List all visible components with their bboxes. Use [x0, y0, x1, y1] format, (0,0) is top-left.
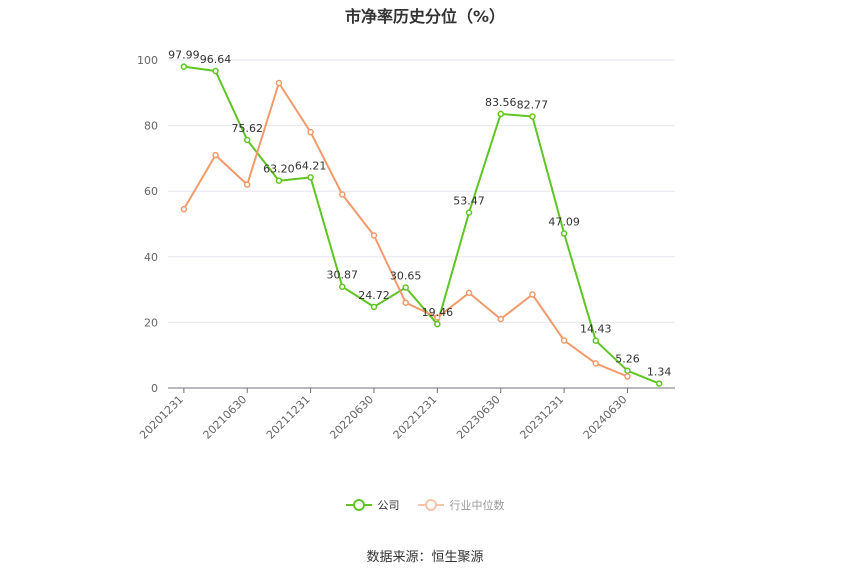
company-data-point: [655, 380, 663, 387]
x-tick-label: 20211231: [264, 393, 313, 442]
company-data-point: [592, 337, 600, 344]
company-data-label: 53.47: [453, 195, 485, 208]
company-data-label: 96.64: [200, 53, 232, 66]
y-tick-label: 40: [144, 251, 158, 264]
company-data-label: 47.09: [548, 216, 580, 229]
x-tick-label: 20210630: [201, 393, 250, 442]
company-data-point: [307, 174, 314, 181]
company-data-label: 30.87: [327, 269, 359, 282]
company-data-label: 30.65: [390, 269, 422, 282]
company-data-label: 83.56: [485, 96, 517, 109]
y-tick-label: 60: [144, 185, 158, 198]
y-tick-label: 0: [151, 382, 158, 395]
legend-item-company[interactable]: 公司: [345, 497, 400, 513]
industry-data-point: [529, 291, 536, 298]
industry-data-point: [212, 151, 219, 159]
x-tick-label: 20230630: [454, 393, 503, 442]
industry-data-point: [560, 337, 568, 344]
grid-lines: [168, 59, 675, 323]
company-data-point: [370, 303, 378, 311]
industry-data-point: [465, 289, 473, 297]
data-labels: 97.99 96.64 75.62 63.20 64.21 30.87 24.7230.65…: [168, 49, 671, 379]
company-data-label: 82.77: [517, 99, 549, 112]
company-data-label: 75.62: [231, 122, 263, 135]
industry-data-point: [339, 191, 346, 198]
company-data-point: [212, 67, 219, 75]
company-data-point: [624, 367, 631, 374]
industry-data-point: [434, 314, 441, 321]
company-data-label: 19.46: [422, 306, 454, 319]
legend-label-company: 公司: [377, 499, 400, 512]
company-data-point: [529, 113, 536, 120]
x-tick-label: 20231231: [517, 393, 566, 442]
company-data-label: 5.26: [615, 353, 640, 366]
company-data-label: 63.20: [263, 163, 295, 176]
legend-item-industry-median[interactable]: 行业中位数: [417, 497, 505, 513]
company-data-label: 97.99: [168, 49, 200, 62]
legend-label-industry-median: 行业中位数: [449, 499, 505, 512]
series-layer: [180, 63, 663, 387]
legend-line-icon-company: [345, 498, 372, 512]
chart-title: 市净率历史分位（%）: [344, 7, 506, 26]
company-data-point: [339, 283, 346, 290]
company-series-line: [183, 65, 660, 385]
y-tick-label: 20: [144, 316, 158, 329]
source-note: 数据来源：恒生聚源: [366, 550, 484, 565]
industry-data-point: [180, 205, 188, 213]
company-data-label: 24.72: [358, 289, 390, 302]
legend: 公司 行业中位数: [0, 497, 850, 513]
y-tick-label: 80: [144, 120, 158, 133]
company-data-point: [402, 284, 409, 291]
industry-data-point: [497, 315, 504, 323]
x-tick-label: 20221231: [391, 393, 440, 442]
x-tick-label: 20240630: [581, 393, 630, 442]
company-data-point: [434, 320, 441, 328]
y-tick-label: 100: [137, 54, 158, 67]
x-tick-label: 20201231: [137, 393, 186, 442]
company-data-point: [243, 136, 251, 144]
company-data-point: [497, 110, 504, 118]
company-data-point: [180, 63, 188, 70]
industry-data-point: [275, 79, 283, 87]
legend-line-icon-industry: [417, 498, 444, 512]
company-data-point: [275, 177, 283, 184]
industry-data-point: [624, 373, 631, 380]
x-axis: 20201231 20210630 20211231 20220630 20221231…: [137, 387, 675, 442]
industry-data-point: [370, 232, 378, 239]
x-tick-label: 20220630: [327, 393, 376, 442]
company-data-label: 1.34: [647, 366, 672, 379]
company-data-point: [560, 230, 568, 237]
y-axis: 0 20 40 60 80 100: [137, 54, 158, 395]
company-data-label: 14.43: [580, 323, 612, 336]
company-data-label: 64.21: [295, 159, 327, 172]
industry-data-point: [307, 128, 314, 136]
industry-data-point: [592, 360, 600, 367]
industry-data-point: [402, 299, 409, 306]
company-data-point: [465, 209, 473, 216]
industry-data-point: [243, 181, 251, 188]
